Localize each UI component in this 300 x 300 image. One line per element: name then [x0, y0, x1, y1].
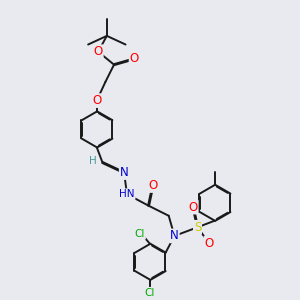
Text: O: O	[188, 201, 198, 214]
Text: Cl: Cl	[145, 288, 155, 298]
Text: O: O	[204, 237, 214, 250]
Text: N: N	[120, 166, 128, 179]
Text: O: O	[148, 179, 158, 192]
Text: O: O	[94, 45, 103, 58]
Text: H: H	[89, 156, 97, 166]
Text: HN: HN	[119, 189, 135, 199]
Text: O: O	[92, 94, 101, 107]
Text: Cl: Cl	[135, 229, 145, 239]
Text: N: N	[170, 230, 179, 242]
Text: S: S	[194, 221, 201, 234]
Text: O: O	[130, 52, 139, 65]
